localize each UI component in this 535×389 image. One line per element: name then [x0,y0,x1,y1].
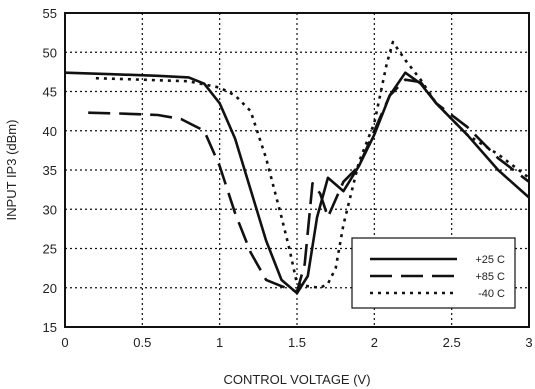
x-axis-title: CONTROL VOLTAGE (V) [223,372,370,387]
series-line [88,78,530,293]
x-tick-label: 3 [525,335,532,350]
y-tick-label: 30 [43,202,57,217]
legend-box [351,237,516,309]
axis-ticks: 0 0.5 1 1.5 2 2.5 3 15 20 25 30 35 40 45 50 55 [43,6,533,350]
x-tick-label: 1 [216,335,223,350]
y-tick-label: 20 [43,281,57,296]
series-lines [64,40,530,295]
y-tick-label: 15 [43,320,57,335]
x-tick-label: 0.5 [133,335,151,350]
y-tick-label: 25 [43,242,57,257]
y-tick-label: 55 [43,6,57,21]
y-axis-title: INPUT IP3 (dBm) [4,120,19,221]
series-line [95,40,530,290]
x-tick-label: 0 [61,335,68,350]
x-tick-label: 2.5 [443,335,461,350]
legend-label: +25 C [475,254,505,266]
y-tick-label: 50 [43,45,57,60]
legend-label: +85 C [475,271,505,283]
y-tick-label: 45 [43,85,57,100]
plot-area-frame [64,12,530,328]
y-tick-label: 40 [43,124,57,139]
legend: +25 C +85 C -40 C [351,237,516,309]
legend-label: -40 C [478,288,505,300]
y-tick-label: 35 [43,163,57,178]
x-tick-label: 2 [371,335,378,350]
x-tick-label: 1.5 [288,335,306,350]
